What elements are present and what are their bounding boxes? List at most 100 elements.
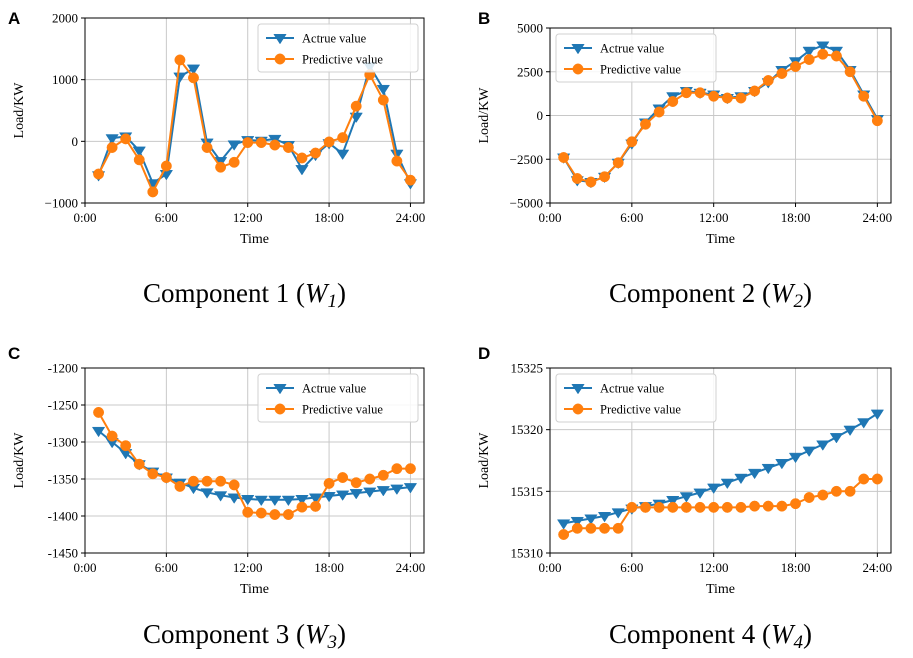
x-axis-label: Time bbox=[240, 582, 269, 597]
data-point-actual bbox=[679, 492, 694, 503]
data-point-predictive bbox=[296, 152, 308, 164]
x-tick-label: 18:00 bbox=[781, 560, 811, 575]
data-point-actual bbox=[227, 493, 241, 504]
data-point-actual bbox=[611, 508, 625, 519]
data-point-predictive bbox=[323, 136, 335, 148]
axes-frame bbox=[549, 367, 892, 554]
x-tick-label: 12:00 bbox=[699, 210, 729, 225]
x-axis-label: Time bbox=[706, 232, 735, 247]
x-tick-label: 24:00 bbox=[863, 560, 893, 575]
panel-caption: Component 1 (W1) bbox=[143, 278, 346, 312]
data-point-predictive bbox=[93, 406, 105, 418]
x-axis-label: Time bbox=[706, 582, 735, 597]
legend-marker-actual bbox=[273, 34, 287, 45]
data-point-predictive bbox=[585, 522, 597, 534]
x-tick-label: 6:00 bbox=[620, 560, 643, 575]
data-point-predictive bbox=[694, 501, 706, 513]
x-tick-label: 0:00 bbox=[538, 560, 561, 575]
data-point-actual bbox=[295, 165, 309, 176]
data-point-predictive bbox=[653, 501, 665, 513]
x-tick-label: 0:00 bbox=[73, 210, 96, 225]
data-point-predictive bbox=[735, 501, 747, 513]
data-point-predictive bbox=[215, 161, 227, 173]
data-point-predictive bbox=[640, 118, 651, 130]
data-point-predictive bbox=[708, 90, 720, 102]
panel-d: D 0:00 6:00 12:00 18:00 24:00 15310 15315 15320 1… bbox=[477, 344, 892, 653]
data-point-actual bbox=[295, 495, 309, 506]
y-tick-label: 15315 bbox=[511, 484, 544, 499]
axes-frame bbox=[84, 367, 425, 554]
data-point-predictive bbox=[228, 479, 240, 491]
data-point-actual bbox=[281, 495, 296, 507]
data-point-predictive bbox=[147, 186, 159, 198]
x-tick-label: 0:00 bbox=[73, 560, 96, 575]
data-point-predictive bbox=[708, 501, 720, 513]
data-point-predictive bbox=[120, 133, 132, 145]
data-point-actual bbox=[775, 458, 789, 470]
data-point-predictive bbox=[790, 498, 801, 510]
y-tick-label: -1200 bbox=[48, 361, 78, 376]
data-point-predictive bbox=[653, 106, 665, 118]
data-point-predictive bbox=[626, 136, 638, 148]
x-tick-label: 6:00 bbox=[620, 210, 643, 225]
data-point-predictive bbox=[133, 458, 145, 470]
panel-caption: Component 3 (W3) bbox=[143, 619, 346, 653]
y-tick-label: 15310 bbox=[511, 546, 544, 561]
data-point-predictive bbox=[571, 173, 583, 184]
data-point-predictive bbox=[391, 155, 403, 167]
data-point-predictive bbox=[350, 100, 362, 112]
data-point-predictive bbox=[680, 87, 692, 99]
data-point-predictive bbox=[201, 475, 213, 487]
data-point-predictive bbox=[310, 147, 321, 159]
data-point-predictive bbox=[776, 500, 788, 512]
data-point-actual bbox=[707, 483, 721, 494]
data-point-actual bbox=[843, 425, 857, 437]
x-tick-label: 24:00 bbox=[396, 210, 426, 225]
data-point-actual bbox=[597, 512, 612, 523]
data-point-predictive bbox=[558, 152, 570, 163]
legend-marker-actual bbox=[571, 44, 585, 55]
data-point-actual bbox=[390, 149, 404, 161]
legend-label-predictive: Predictive value bbox=[600, 63, 681, 77]
data-point-predictive bbox=[337, 472, 349, 483]
data-point-predictive bbox=[790, 61, 801, 72]
data-point-actual bbox=[349, 489, 363, 500]
data-point-actual bbox=[268, 495, 282, 507]
data-point-predictive bbox=[817, 489, 829, 501]
data-point-actual bbox=[584, 514, 598, 525]
data-point-predictive bbox=[188, 475, 199, 487]
data-point-predictive bbox=[612, 522, 624, 534]
data-point-actual bbox=[816, 440, 830, 451]
legend-box bbox=[555, 33, 717, 83]
x-tick-label: 18:00 bbox=[314, 560, 344, 575]
data-point-predictive bbox=[160, 160, 172, 172]
data-point-predictive bbox=[858, 473, 870, 485]
data-point-predictive bbox=[735, 92, 747, 104]
data-point-predictive bbox=[721, 92, 733, 104]
axes-frame bbox=[549, 27, 892, 204]
legend-marker-predictive bbox=[572, 63, 584, 75]
x-tick-label: 24:00 bbox=[863, 210, 893, 225]
x-tick-label: 24:00 bbox=[396, 560, 426, 575]
axes-frame bbox=[84, 17, 425, 204]
x-tick-label: 12:00 bbox=[233, 560, 263, 575]
data-point-predictive bbox=[364, 473, 376, 485]
legend: Actrue value Predictive value bbox=[555, 33, 717, 83]
data-point-predictive bbox=[612, 157, 624, 169]
data-point-predictive bbox=[269, 509, 281, 520]
data-point-predictive bbox=[391, 463, 403, 475]
x-tick-label: 12:00 bbox=[233, 210, 263, 225]
data-point-predictive bbox=[147, 468, 159, 480]
data-point-actual bbox=[829, 433, 844, 444]
series-line-predictive bbox=[97, 58, 412, 193]
data-point-actual bbox=[390, 484, 404, 495]
data-point-actual bbox=[132, 146, 146, 157]
y-tick-label: 0 bbox=[537, 108, 544, 123]
data-point-actual bbox=[322, 492, 336, 503]
legend-label-predictive: Predictive value bbox=[302, 403, 383, 417]
data-point-actual bbox=[335, 490, 350, 501]
data-point-predictive bbox=[215, 475, 227, 487]
legend-label-actual: Actrue value bbox=[302, 32, 367, 46]
legend-label-actual: Actrue value bbox=[302, 382, 367, 396]
data-point-predictive bbox=[803, 492, 815, 503]
